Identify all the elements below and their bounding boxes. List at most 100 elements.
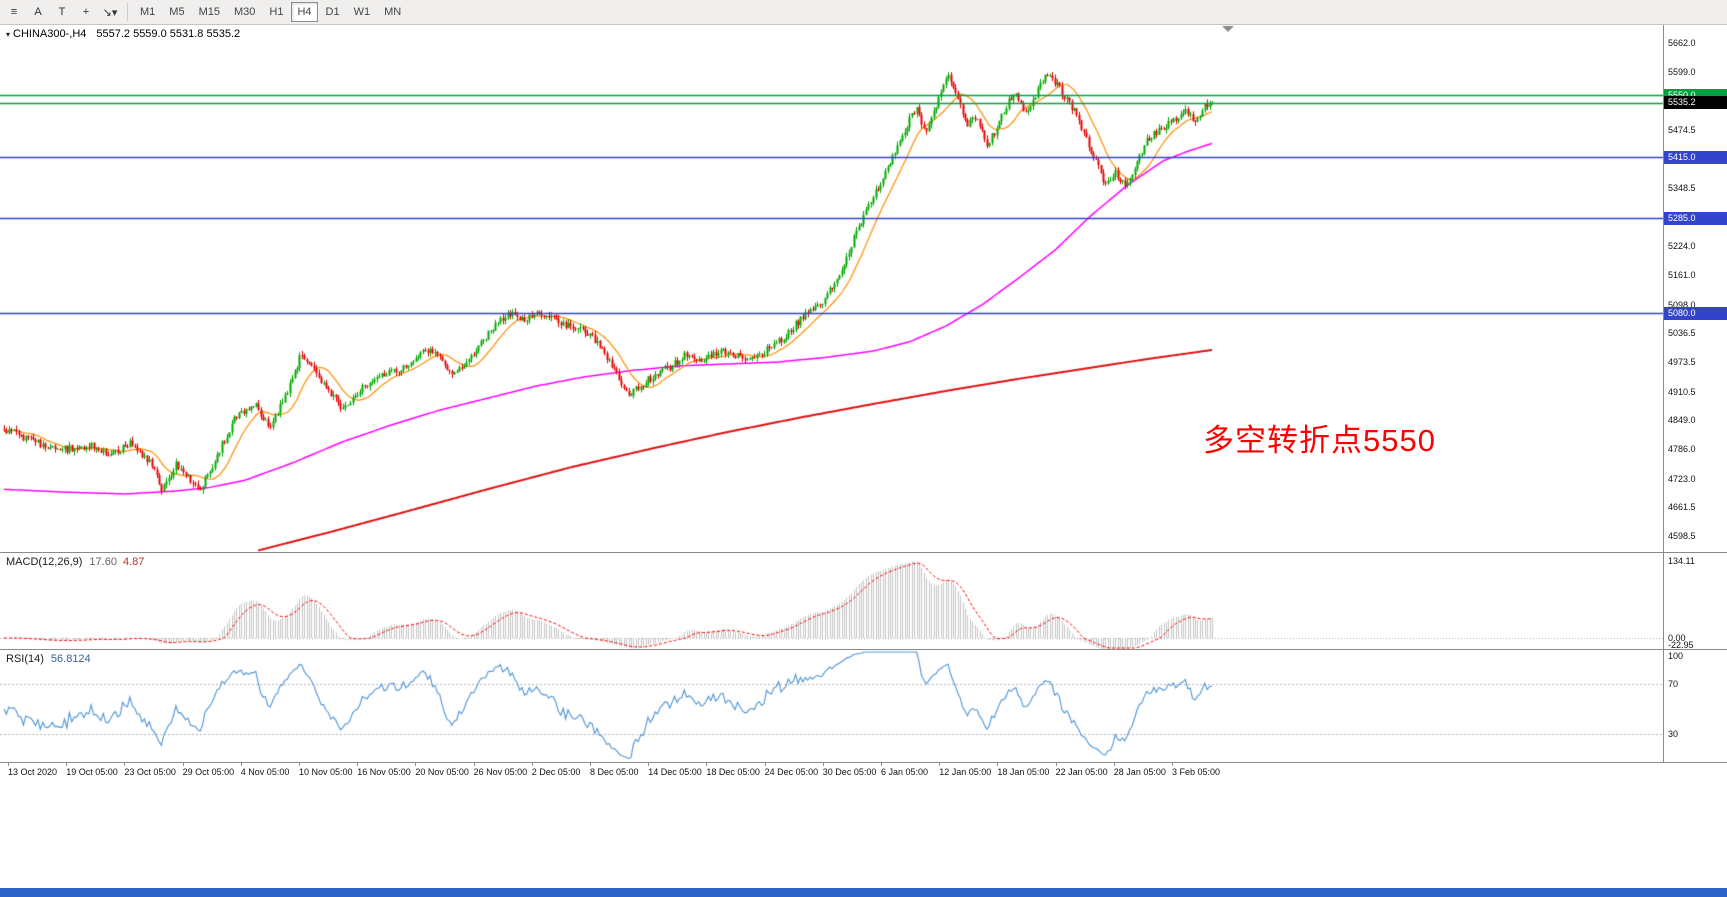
chart-symbol-label: CHINA300-,H4 bbox=[13, 28, 87, 40]
timeframe-w1[interactable]: W1 bbox=[348, 2, 377, 22]
time-axis-tick bbox=[822, 763, 824, 766]
time-axis-tick bbox=[182, 763, 184, 766]
time-axis-label: 16 Nov 05:00 bbox=[357, 767, 411, 777]
crosshair-icon[interactable]: + bbox=[74, 2, 98, 23]
taskbar-strip[interactable] bbox=[0, 888, 1727, 897]
time-axis-label: 8 Dec 05:00 bbox=[590, 767, 639, 777]
price-badge-black: 5535.2 bbox=[1664, 95, 1727, 109]
time-axis-tick bbox=[240, 763, 242, 766]
time-axis-tick bbox=[8, 763, 9, 766]
timeframe-m30[interactable]: M30 bbox=[228, 2, 261, 22]
price-axis-label: 5662.0 bbox=[1668, 37, 1696, 48]
rsi-axis[interactable]: 100 70 30 bbox=[1663, 650, 1727, 762]
time-axis-tick bbox=[66, 763, 68, 766]
rsi-axis-label: 30 bbox=[1668, 729, 1679, 739]
time-axis-label: 20 Nov 05:00 bbox=[415, 767, 469, 777]
time-axis-tick bbox=[648, 763, 650, 766]
macd-axis-label: 134.11 bbox=[1668, 556, 1695, 566]
macd-axis-label: -22.95 bbox=[1668, 640, 1694, 650]
price-axis-label: 4910.5 bbox=[1668, 386, 1696, 397]
time-axis-tick bbox=[706, 763, 708, 766]
rsi-value: 56.8124 bbox=[50, 653, 91, 665]
timeframe-m5[interactable]: M5 bbox=[163, 2, 190, 22]
time-axis-tick bbox=[764, 763, 766, 766]
time-axis-label: 14 Dec 05:00 bbox=[648, 767, 702, 777]
price-axis-label: 5036.5 bbox=[1668, 328, 1696, 339]
time-axis-tick bbox=[299, 763, 300, 766]
macd-label: MACD(12,26,9) bbox=[6, 556, 83, 568]
macd-axis-label: 0.00 bbox=[1668, 633, 1686, 643]
main-chart-panel: ▾ CHINA300-,H4 5557.2 5559.0 5531.8 5535.2… bbox=[0, 25, 1727, 553]
rsi-axis-label: 100 bbox=[1668, 651, 1684, 661]
rsi-header: RSI(14) 56.8124 bbox=[6, 653, 91, 665]
time-axis-label: 28 Jan 05:00 bbox=[1113, 767, 1166, 777]
timeframe-m15[interactable]: M15 bbox=[193, 2, 226, 22]
price-axis-label: 5224.0 bbox=[1668, 241, 1696, 251]
time-axis-label: 10 Nov 05:00 bbox=[299, 767, 353, 777]
price-axis-label: 5161.0 bbox=[1668, 270, 1696, 281]
macd-panel: MACD(12,26,9) 17.60 4.87 134.11 0.00 -22.95 bbox=[0, 553, 1727, 650]
time-axis-label: 18 Dec 05:00 bbox=[706, 767, 760, 777]
toolbar: ≡ A T + ↘▾ M1 M5 M15 M30 H1 H4 D1 W1 MN bbox=[0, 0, 1727, 25]
price-badge-blue: 5415.0 bbox=[1664, 151, 1727, 165]
time-axis-tick bbox=[881, 763, 882, 766]
rsi-chart-canvas[interactable] bbox=[0, 650, 1663, 762]
time-axis-label: 2 Dec 05:00 bbox=[531, 767, 581, 777]
price-axis-label: 4598.5 bbox=[1668, 531, 1696, 542]
annotate-arrow-icon[interactable]: A bbox=[26, 2, 50, 23]
price-axis[interactable]: 5662.0 5599.0 5474.5 5348.5 5224.0 5161.0 5098… bbox=[1663, 25, 1727, 552]
price-axis-label: 5098.0 bbox=[1668, 299, 1696, 310]
line-tools-icon[interactable]: ↘▾ bbox=[98, 2, 122, 23]
timeframe-mn[interactable]: MN bbox=[378, 2, 407, 22]
price-axis-label: 4849.0 bbox=[1668, 415, 1696, 426]
time-axis-tick bbox=[1113, 763, 1115, 766]
time-axis-label: 22 Jan 05:00 bbox=[1055, 767, 1108, 777]
time-axis-label: 29 Oct 05:00 bbox=[182, 767, 235, 777]
price-badge-blue: 5285.0 bbox=[1664, 211, 1727, 225]
price-axis-label: 4973.5 bbox=[1668, 357, 1696, 368]
price-badge-blue: 5080.0 bbox=[1664, 306, 1727, 320]
chart-expand-icon[interactable]: ▾ bbox=[6, 30, 11, 39]
time-axis-tick bbox=[939, 763, 941, 766]
time-axis-tick bbox=[997, 763, 999, 766]
time-axis-tick bbox=[473, 763, 475, 766]
chart-list-icon[interactable]: ≡ bbox=[2, 2, 26, 23]
timeframe-m1[interactable]: M1 bbox=[134, 2, 161, 22]
macd-value: 17.60 bbox=[89, 556, 117, 568]
text-tool-icon[interactable]: T bbox=[50, 2, 74, 23]
rsi-label: RSI(14) bbox=[6, 653, 44, 665]
timeframe-h1[interactable]: H1 bbox=[263, 2, 289, 22]
macd-axis[interactable]: 134.11 0.00 -22.95 bbox=[1663, 553, 1727, 650]
price-axis-label: 5474.5 bbox=[1668, 124, 1696, 135]
chart-ohlc-values: 5557.2 5559.0 5531.8 5535.2 bbox=[96, 28, 241, 40]
time-axis-tick bbox=[357, 763, 359, 766]
macd-chart-canvas[interactable] bbox=[0, 553, 1663, 649]
time-axis[interactable]: 13 Oct 2020 19 Oct 05:00 23 Oct 05:00 29 Oc… bbox=[0, 763, 1727, 781]
macd-header: MACD(12,26,9) 17.60 4.87 bbox=[6, 556, 144, 568]
macd-signal-value: 4.87 bbox=[122, 556, 145, 568]
timeframe-h4[interactable]: H4 bbox=[291, 2, 318, 22]
time-axis-tick bbox=[1055, 763, 1057, 766]
timeframe-d1[interactable]: D1 bbox=[320, 2, 346, 22]
time-axis-label: 18 Jan 05:00 bbox=[997, 767, 1050, 777]
rsi-panel: RSI(14) 56.8124 100 70 30 bbox=[0, 650, 1727, 763]
time-axis-tick bbox=[415, 763, 417, 766]
price-axis-label: 4661.5 bbox=[1668, 502, 1696, 513]
time-axis-label: 24 Dec 05:00 bbox=[764, 767, 819, 777]
main-chart-canvas[interactable] bbox=[0, 25, 1663, 552]
time-axis-tick bbox=[531, 763, 533, 766]
time-axis-tick bbox=[590, 763, 591, 766]
time-axis-label: 12 Jan 05:00 bbox=[939, 767, 992, 777]
price-axis-label: 4723.0 bbox=[1668, 473, 1696, 484]
price-axis-label: 5348.5 bbox=[1668, 183, 1696, 194]
time-axis-tick bbox=[124, 763, 126, 766]
chart-annotation-text[interactable]: 多空转折点5550 bbox=[1203, 423, 1436, 458]
time-axis-label: 3 Feb 05:00 bbox=[1172, 767, 1221, 777]
price-axis-label: 4786.0 bbox=[1668, 444, 1696, 455]
time-axis-label: 26 Nov 05:00 bbox=[473, 767, 528, 777]
time-axis-label: 19 Oct 05:00 bbox=[66, 767, 118, 777]
price-axis-label: 5599.0 bbox=[1668, 66, 1696, 77]
time-axis-label: 4 Nov 05:00 bbox=[240, 767, 290, 777]
chart-header: ▾ CHINA300-,H4 5557.2 5559.0 5531.8 5535.2 bbox=[6, 28, 240, 40]
